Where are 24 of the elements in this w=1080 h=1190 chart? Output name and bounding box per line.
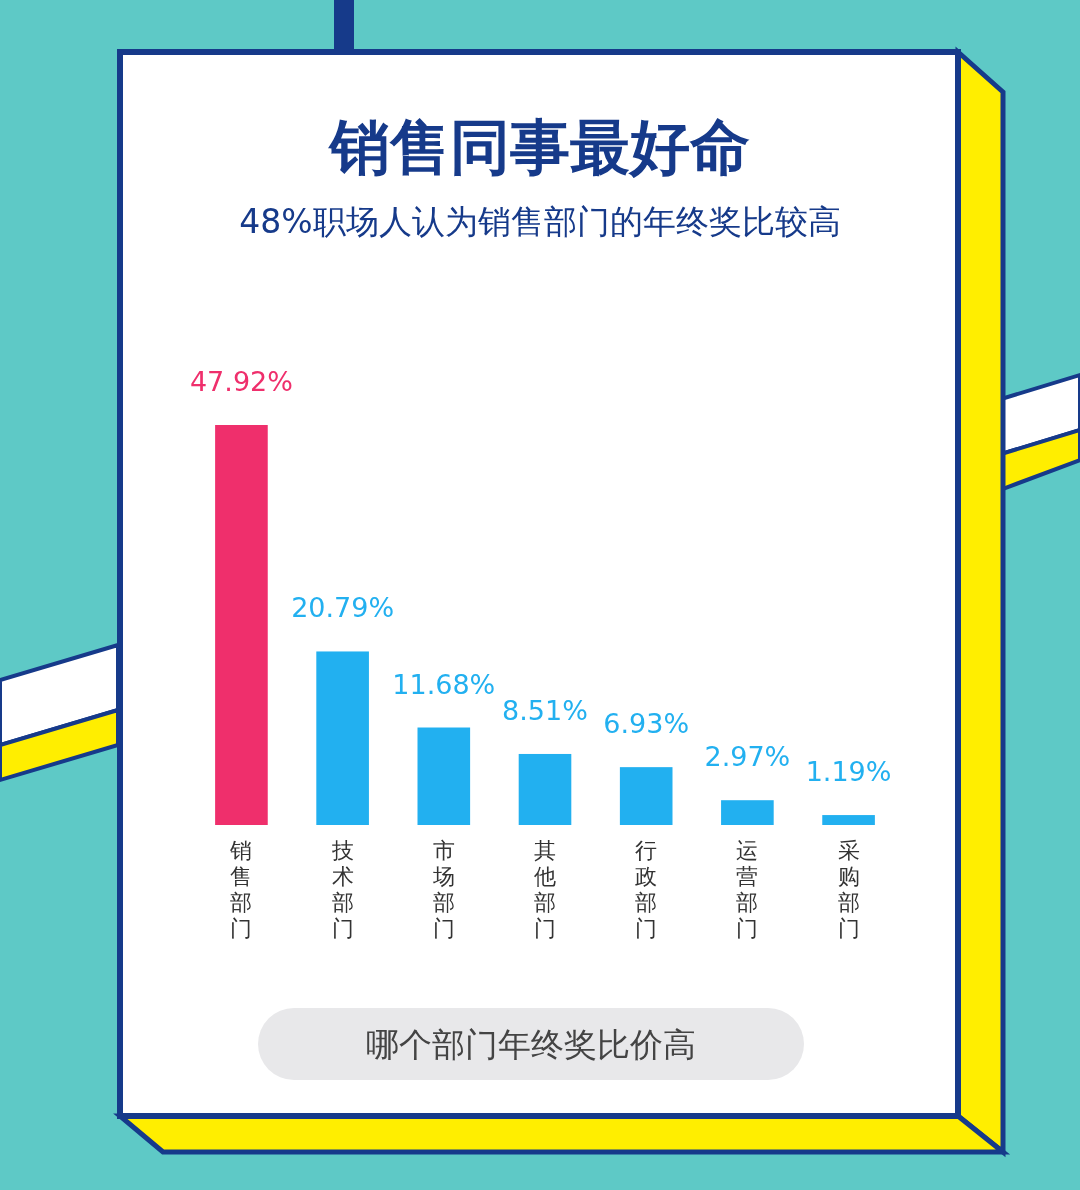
bar: [822, 815, 875, 825]
x-tick-label: 技术部门: [330, 838, 354, 941]
x-tick-label: 行政部门: [635, 838, 658, 941]
data-label: 2.97%: [704, 741, 791, 773]
x-tick-label: 其他部门: [534, 838, 556, 941]
data-label: 6.93%: [603, 708, 690, 740]
data-label: 47.92%: [189, 366, 293, 397]
x-tick-label: 市场部门: [431, 838, 455, 941]
bar: [721, 800, 774, 825]
bar: [417, 727, 471, 825]
x-tick-label: 采购部门: [837, 838, 860, 941]
x-tick-label: 运营部门: [736, 838, 759, 941]
chart-subtitle: 48%职场人认为销售部门的年终奖比较高: [239, 202, 841, 241]
bar: [215, 425, 268, 825]
bar: [619, 767, 673, 825]
bar: [316, 651, 369, 825]
x-tick-label: 销售部门: [229, 838, 253, 941]
data-label: 11.68%: [392, 668, 496, 700]
bar: [518, 753, 572, 825]
data-label: 8.51%: [502, 694, 588, 726]
text: 哪个部门年终奖比价高: [366, 1025, 696, 1064]
data-label: 1.19%: [805, 756, 892, 788]
data-label: 20.79%: [291, 592, 395, 624]
chart-title: 销售同事最好命: [328, 112, 750, 182]
